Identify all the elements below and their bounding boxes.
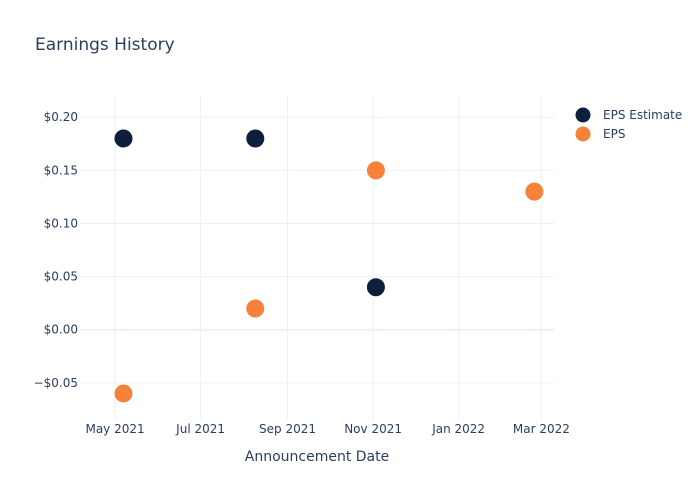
eps-point[interactable]	[113, 383, 134, 404]
y-tick-label: $0.00	[44, 323, 78, 337]
y-tick-label: $0.10	[44, 216, 78, 230]
chart-title: Earnings History	[35, 35, 175, 55]
x-axis-title: Announcement Date	[245, 449, 389, 465]
y-tick-label: $0.20	[44, 110, 78, 124]
tick-layer: May 2021 Jul 2021 Sep 2021 Nov 2021 Jan 2022…	[34, 110, 570, 436]
y-tick-label: −$0.05	[34, 376, 78, 390]
eps-estimate-point[interactable]	[245, 128, 266, 149]
legend-item[interactable]: EPS Estimate	[575, 107, 683, 123]
point-layer	[113, 128, 545, 404]
legend-label: EPS	[603, 127, 625, 141]
x-tick-label: Mar 2022	[513, 422, 570, 436]
x-tick-label: Nov 2021	[344, 422, 402, 436]
eps-estimate-point[interactable]	[113, 128, 134, 149]
legend[interactable]: EPS Estimate EPS	[575, 107, 683, 142]
y-tick-label: $0.15	[44, 163, 78, 177]
legend-marker	[575, 107, 591, 123]
x-tick-label: Sep 2021	[259, 422, 316, 436]
x-tick-label: May 2021	[85, 422, 144, 436]
eps-point[interactable]	[245, 298, 266, 319]
y-tick-label: $0.05	[44, 270, 78, 284]
legend-marker	[575, 126, 591, 142]
x-tick-label: Jul 2021	[175, 422, 225, 436]
eps-point[interactable]	[365, 160, 386, 181]
legend-label: EPS Estimate	[603, 108, 682, 122]
eps-estimate-point[interactable]	[365, 277, 386, 298]
legend-item[interactable]: EPS	[575, 126, 626, 142]
x-tick-label: Jan 2022	[431, 422, 485, 436]
grid-layer	[80, 96, 554, 420]
eps-point[interactable]	[524, 181, 545, 202]
